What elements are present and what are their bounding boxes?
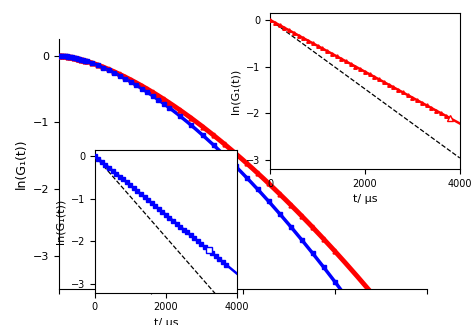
Y-axis label: ln(G₁(t)): ln(G₁(t)) — [15, 139, 27, 189]
X-axis label: t/ μs: t/ μs — [353, 194, 377, 204]
Y-axis label: ln(G₁(t)): ln(G₁(t)) — [230, 68, 240, 114]
Y-axis label: ln(G₁(t)): ln(G₁(t)) — [55, 198, 65, 244]
X-axis label: t/ μs: t/ μs — [154, 318, 178, 325]
